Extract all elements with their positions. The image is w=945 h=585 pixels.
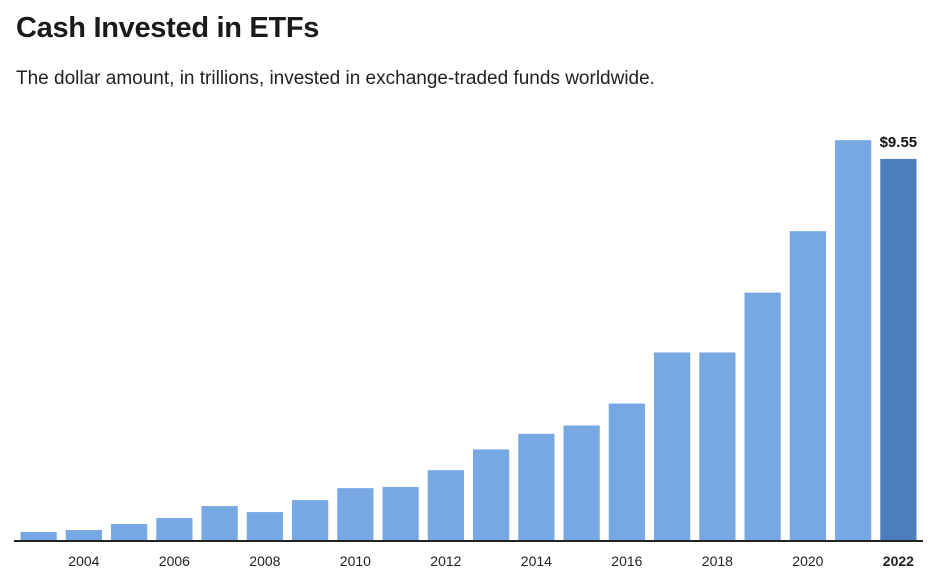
bar-2007 [201, 506, 238, 540]
x-tick-label-2022: 2022 [883, 553, 914, 569]
bar-2017 [654, 352, 691, 540]
bar-2022 [880, 158, 917, 540]
x-tick-label-2020: 2020 [792, 553, 823, 569]
bar-2021 [835, 140, 872, 540]
x-tick-label-2018: 2018 [702, 553, 733, 569]
x-tick-label-2008: 2008 [249, 553, 280, 569]
x-tick-label-2010: 2010 [340, 553, 371, 569]
bar-2004 [65, 530, 102, 540]
bar-2016 [608, 403, 645, 540]
x-axis-ticks: 2004 2006 2008 2010 2012 2014 2016 2018 2020 2022 [68, 553, 914, 569]
x-tick-label-2014: 2014 [521, 553, 552, 569]
x-tick-label-2012: 2012 [430, 553, 461, 569]
value-label-2022: $9.55 [880, 134, 918, 151]
data-labels: $9.55 [880, 134, 918, 151]
x-tick-label-2006: 2006 [159, 553, 190, 569]
bar-2003 [20, 532, 57, 540]
chart-title: Cash Invested in ETFs [16, 12, 320, 44]
bar-2009 [292, 500, 329, 540]
chart-subtitle: The dollar amount, in trillions, investe… [16, 68, 655, 89]
bar-2018 [699, 352, 736, 540]
bar-2015 [563, 425, 600, 540]
bar-series [20, 140, 917, 541]
bar-2014 [518, 433, 555, 540]
bar-2006 [156, 518, 193, 540]
bar-2019 [744, 292, 781, 540]
bar-2012 [427, 470, 464, 540]
x-tick-label-2004: 2004 [68, 553, 99, 569]
bar-2013 [473, 449, 510, 540]
x-tick-label-2016: 2016 [611, 553, 642, 569]
bar-2010 [337, 488, 374, 540]
bar-2020 [789, 231, 826, 541]
bar-2008 [246, 512, 283, 540]
bar-2005 [111, 524, 148, 540]
bar-2011 [382, 486, 419, 540]
